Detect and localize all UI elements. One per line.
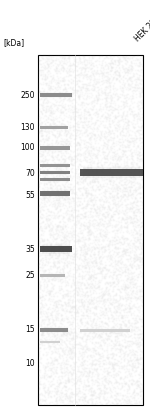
Text: HEK 293: HEK 293 [134,14,150,43]
Bar [83,166,140,180]
Bar [82,328,128,332]
Bar [41,328,67,333]
Bar [41,124,67,132]
Text: 15: 15 [25,325,35,335]
Text: 55: 55 [25,192,35,200]
Bar [80,328,130,332]
Bar [40,164,70,166]
Bar [38,55,143,405]
Bar [40,93,72,97]
Bar [41,125,67,131]
Bar [41,340,59,345]
Bar [83,165,140,183]
Bar [40,328,68,332]
Bar [40,171,70,173]
Bar [80,169,143,176]
Text: 70: 70 [25,169,35,178]
Bar [42,162,69,170]
Bar [41,273,64,278]
Bar [40,178,70,180]
Bar [41,125,67,130]
Bar [42,190,69,197]
Bar [41,341,59,344]
Text: 100: 100 [21,143,35,152]
Text: 10: 10 [25,359,35,368]
Bar [40,190,70,195]
Bar [40,341,60,343]
Bar [42,169,69,177]
Bar [42,245,70,254]
Bar [82,327,128,335]
Bar [41,326,67,336]
Text: 130: 130 [21,123,35,131]
Bar [42,177,69,183]
Bar [42,243,70,258]
Bar [40,273,65,276]
Bar [42,144,69,154]
Text: 25: 25 [25,271,35,280]
Bar [41,273,64,279]
Bar [41,327,67,335]
Bar [42,93,70,98]
Bar [41,340,59,344]
Bar [42,170,69,176]
Bar [41,272,64,280]
Bar [42,170,69,175]
Bar [42,163,69,169]
Text: [kDa]: [kDa] [3,38,24,47]
Bar [42,145,69,152]
Bar [40,126,68,128]
Bar [42,145,69,153]
Bar [42,91,70,101]
Bar [42,177,69,182]
Bar [42,163,69,168]
Bar [42,188,69,201]
Bar [40,146,70,150]
Bar [42,92,70,100]
Bar [42,176,69,184]
Text: 250: 250 [21,90,35,100]
Bar [40,246,72,252]
Bar [42,244,70,256]
Text: 35: 35 [25,244,35,254]
Bar [83,167,140,178]
Bar [82,328,128,334]
Bar [42,189,69,199]
